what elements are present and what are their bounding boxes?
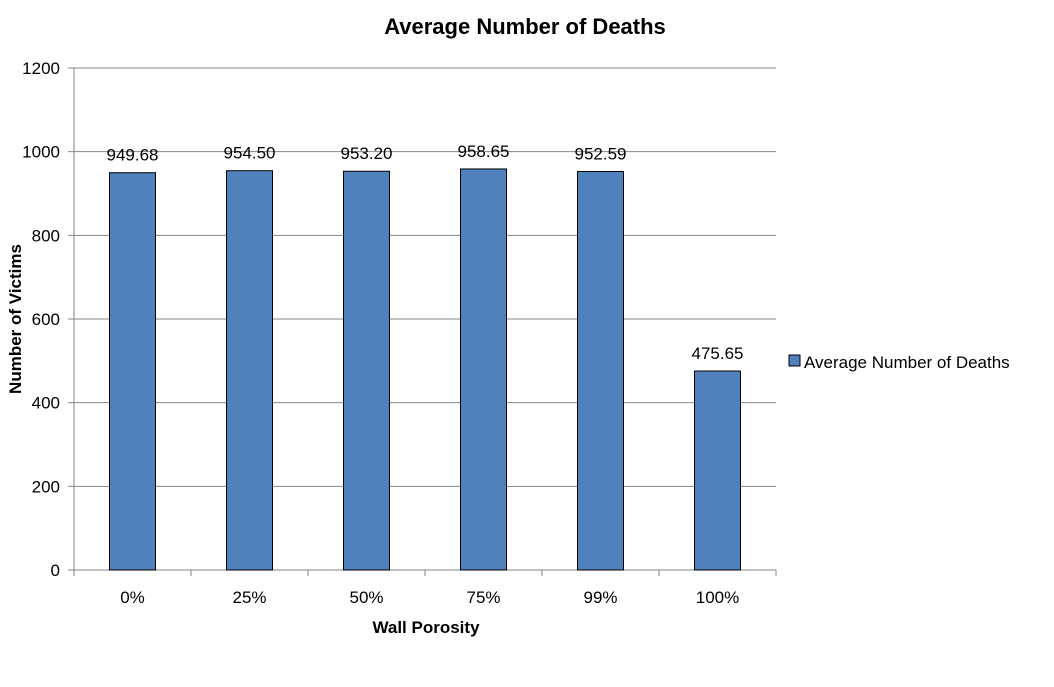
x-tick-label: 100% bbox=[696, 588, 739, 607]
y-axis-title: Number of Victims bbox=[6, 244, 25, 394]
y-tick-label: 1000 bbox=[22, 143, 60, 162]
bars bbox=[109, 168, 741, 571]
bar-value-label: 949.68 bbox=[107, 146, 159, 165]
bar-value-label: 958.65 bbox=[458, 142, 510, 161]
y-tick-labels: 0 200 400 600 800 1000 1200 bbox=[22, 59, 60, 580]
data-labels: 949.68 954.50 953.20 958.65 952.59 475.65 bbox=[107, 142, 744, 363]
y-tick-label: 600 bbox=[32, 310, 60, 329]
bar bbox=[577, 170, 624, 571]
bar-value-label: 953.20 bbox=[341, 144, 393, 163]
bar bbox=[226, 170, 273, 571]
x-tick-label: 75% bbox=[466, 588, 500, 607]
legend: Average Number of Deaths bbox=[788, 353, 1010, 372]
y-tick-label: 400 bbox=[32, 394, 60, 413]
x-tick-label: 25% bbox=[232, 588, 266, 607]
y-tick-label: 800 bbox=[32, 226, 60, 245]
x-tick-labels: 0% 25% 50% 75% 99% 100% bbox=[120, 588, 739, 607]
bar-value-label: 952.59 bbox=[575, 144, 627, 163]
bar bbox=[343, 170, 390, 571]
x-axis-title: Wall Porosity bbox=[372, 618, 480, 637]
legend-label: Average Number of Deaths bbox=[804, 353, 1010, 372]
x-tick-label: 99% bbox=[583, 588, 617, 607]
x-tick-label: 50% bbox=[349, 588, 383, 607]
bar bbox=[109, 172, 156, 571]
y-tick-label: 0 bbox=[51, 561, 60, 580]
bar bbox=[460, 168, 507, 571]
y-tick-label: 200 bbox=[32, 477, 60, 496]
bar-value-label: 475.65 bbox=[692, 344, 744, 363]
y-tick-label: 1200 bbox=[22, 59, 60, 78]
bar-value-label: 954.50 bbox=[224, 144, 276, 163]
chart-title: Average Number of Deaths bbox=[384, 14, 666, 39]
legend-swatch bbox=[788, 354, 801, 367]
gridlines bbox=[74, 67, 776, 487]
axes bbox=[68, 67, 777, 576]
bar bbox=[694, 370, 741, 571]
x-tick-label: 0% bbox=[120, 588, 145, 607]
